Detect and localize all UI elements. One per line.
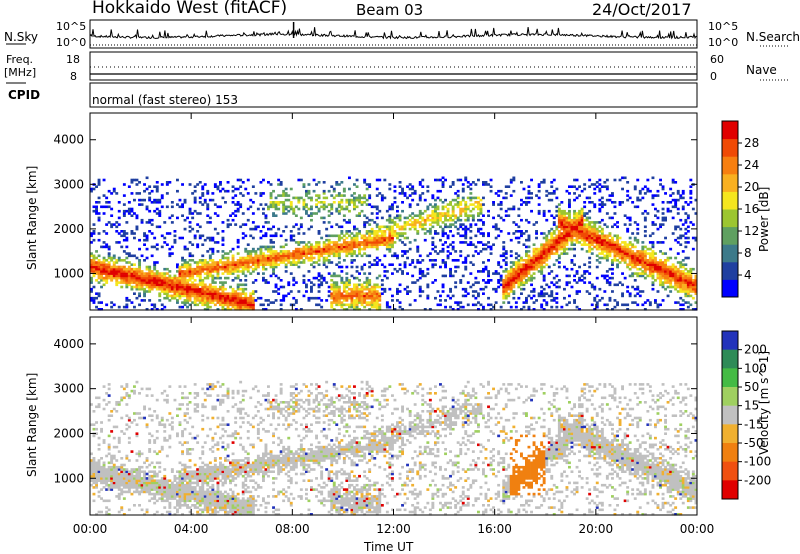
nave-tick-low: 0 bbox=[710, 70, 717, 83]
velocity-colorbar-swatch bbox=[722, 405, 738, 425]
y-tick-label: 1000 bbox=[53, 471, 84, 485]
y-tick-label: 1000 bbox=[53, 266, 84, 280]
power-colorbar-tick-label: 24 bbox=[744, 158, 759, 172]
y-tick-label: 4000 bbox=[53, 133, 84, 147]
velocity-scatter bbox=[90, 380, 698, 516]
velocity-colorbar-swatch bbox=[722, 480, 738, 500]
power-colorbar-tick-label: 28 bbox=[744, 136, 759, 150]
freq-label-2: [MHz] bbox=[4, 66, 37, 79]
power-colorbar-tick-label: 20 bbox=[744, 180, 759, 194]
x-tick-label: 08:00 bbox=[275, 522, 310, 536]
y-tick-label: 3000 bbox=[53, 382, 84, 396]
x-axis-label: Time UT bbox=[364, 540, 414, 554]
velocity-colorbar-swatch bbox=[722, 387, 738, 407]
power-colorbar-swatch bbox=[722, 121, 738, 140]
nsky-panel bbox=[89, 19, 698, 49]
velocity-colorbar-swatch bbox=[722, 368, 738, 388]
velocity-colorbar-tick-label: 50 bbox=[744, 380, 759, 394]
nsky-tick-high: 10^5 bbox=[56, 20, 87, 33]
velocity-colorbar-tick-label: 200 bbox=[744, 343, 767, 357]
x-tick-label: 00:00 bbox=[73, 522, 108, 536]
power-colorbar-swatch bbox=[722, 261, 738, 280]
freq-tick-low: 8 bbox=[70, 70, 77, 83]
nsky-tick-low: 10^0 bbox=[56, 36, 87, 49]
power-colorbar-swatch bbox=[722, 209, 738, 228]
station-title: Hokkaido West (fitACF) bbox=[92, 0, 288, 18]
y-axis-label-power: Slant Range [km] bbox=[25, 165, 39, 270]
beam-title: Beam 03 bbox=[356, 1, 424, 19]
freq-panel bbox=[89, 51, 698, 81]
y-tick-label: 4000 bbox=[53, 337, 84, 351]
power-colorbar-tick-label: 16 bbox=[744, 202, 759, 216]
power-colorbar-swatch bbox=[722, 244, 738, 263]
power-colorbar-swatch bbox=[722, 156, 738, 175]
y-tick-label: 2000 bbox=[53, 222, 84, 236]
power-colorbar-swatch bbox=[722, 173, 738, 192]
power-colorbar-tick-label: 4 bbox=[744, 268, 752, 282]
x-tick-label: 04:00 bbox=[174, 522, 209, 536]
velocity-colorbar-swatch bbox=[722, 461, 738, 481]
power-colorbar-tick-label: 8 bbox=[744, 246, 752, 260]
y-tick-label: 3000 bbox=[53, 177, 84, 191]
velocity-colorbar-swatch bbox=[722, 331, 738, 351]
nave-label: Nave bbox=[746, 63, 777, 77]
colorbar-label-velocity: Velocity [m s^-1] bbox=[757, 351, 771, 455]
y-tick-label: 2000 bbox=[53, 426, 84, 440]
power-scatter bbox=[90, 176, 698, 311]
freq-label-1: Freq. bbox=[6, 53, 34, 66]
y-axis-label-velocity: Slant Range [km] bbox=[25, 372, 39, 477]
velocity-colorbar-tick-label: -200 bbox=[744, 473, 771, 487]
velocity-colorbar-tick-label: -15 bbox=[744, 417, 764, 431]
cpid-text: normal (fast stereo) 153 bbox=[92, 93, 239, 107]
velocity-colorbar-swatch bbox=[722, 349, 738, 369]
velocity-colorbar-tick-label: 15 bbox=[744, 399, 759, 413]
nsearch-tick-low: 10^0 bbox=[708, 36, 739, 49]
x-tick-label: 12:00 bbox=[376, 522, 411, 536]
velocity-colorbar-swatch bbox=[722, 424, 738, 444]
power-colorbar-swatch bbox=[722, 226, 738, 245]
freq-tick-high: 18 bbox=[66, 53, 80, 66]
power-colorbar-tick-label: 12 bbox=[744, 224, 759, 238]
nsearch-tick-high: 10^5 bbox=[708, 20, 739, 33]
velocity-colorbar-swatch bbox=[722, 443, 738, 463]
colorbar-label-power: Power [dB] bbox=[757, 186, 771, 252]
nsky-trace bbox=[89, 27, 697, 40]
velocity-colorbar-tick-label: -50 bbox=[744, 436, 764, 450]
velocity-colorbar-tick-label: -100 bbox=[744, 455, 771, 469]
nsearch-label: N.Search bbox=[746, 30, 800, 44]
power-colorbar-swatch bbox=[722, 138, 738, 157]
power-colorbar-swatch bbox=[722, 191, 738, 210]
x-tick-label: 20:00 bbox=[579, 522, 614, 536]
power-colorbar-swatch bbox=[722, 279, 738, 298]
nave-tick-high: 60 bbox=[710, 53, 724, 66]
cpid-label: CPID bbox=[8, 88, 41, 102]
cpid-panel bbox=[89, 82, 698, 108]
x-tick-label: 16:00 bbox=[477, 522, 512, 536]
x-tick-label: 00:00 bbox=[680, 522, 715, 536]
colorbar-label-velocity-text: Velocity [m s^-1] bbox=[757, 350, 771, 455]
date-title: 24/Oct/2017 bbox=[592, 0, 692, 19]
velocity-colorbar-tick-label: 100 bbox=[744, 361, 767, 375]
nsky-label: N.Sky bbox=[4, 30, 39, 44]
velocity-colorbar-frame bbox=[721, 330, 739, 500]
